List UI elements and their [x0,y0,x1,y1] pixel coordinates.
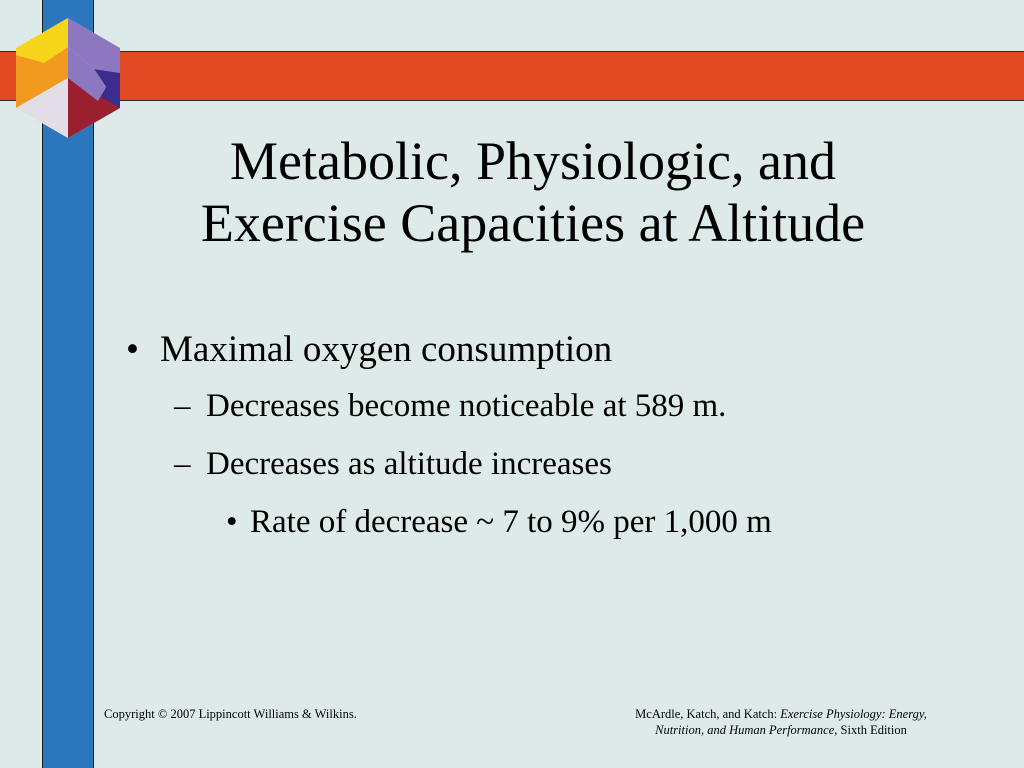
sub-bullet-item: – Decreases become noticeable at 589 m. [118,384,998,428]
header-red-band [0,51,1024,101]
title-line-2: Exercise Capacities at Altitude [200,193,866,253]
bullet-list: • Maximal oxygen consumption – Decreases… [118,326,998,544]
copyright-footer: Copyright © 2007 Lippincott Williams & W… [104,707,357,721]
slide-title: Metabolic, Physiologic, and Exercise Cap… [130,130,936,254]
citation-footer: McArdle, Katch, and Katch: Exercise Phys… [596,706,966,738]
bullet-marker: • [226,504,238,540]
sub-sub-bullet-text: Rate of decrease ~ 7 to 9% per 1,000 m [250,504,772,540]
dash-marker: – [174,446,191,482]
citation-authors: McArdle, Katch, and Katch: [635,707,781,721]
citation-book-title-2: Nutrition, and Human Performance, [655,723,838,737]
title-line-1: Metabolic, Physiologic, and [230,131,836,191]
sub-bullet-item: – Decreases as altitude increases [118,442,998,486]
citation-edition: Sixth Edition [837,723,907,737]
bullet-text: Maximal oxygen consumption [160,329,613,370]
sub-sub-bullet-item: • Rate of decrease ~ 7 to 9% per 1,000 m [118,500,998,544]
cube-logo-icon [16,18,120,138]
bullet-marker: • [126,329,139,370]
sub-bullet-text: Decreases as altitude increases [206,446,612,482]
bullet-item: • Maximal oxygen consumption [118,326,998,374]
dash-marker: – [174,388,191,424]
sub-bullet-text: Decreases become noticeable at 589 m. [206,388,727,424]
citation-book-title-1: Exercise Physiology: Energy, [780,707,927,721]
